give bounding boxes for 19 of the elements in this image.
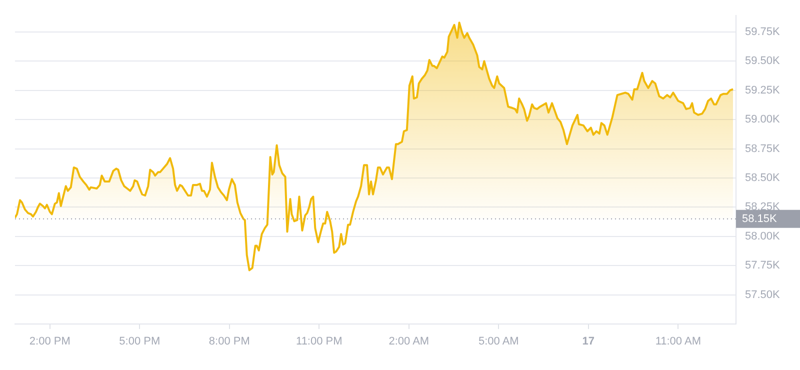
x-tick-label: 5:00 AM: [478, 336, 519, 348]
y-tick-label: 59.50K: [745, 55, 781, 68]
x-tick-label: 2:00 AM: [388, 336, 430, 348]
y-tick-label: 58.75K: [745, 142, 781, 155]
x-tick-label: 2:00 PM: [29, 336, 70, 348]
y-tick-label: 57.75K: [745, 260, 781, 272]
y-tick-label: 57.50K: [745, 288, 781, 301]
y-tick-label: 59.25K: [745, 84, 781, 96]
ref-line-label: 58.15K: [742, 212, 778, 225]
x-tick-label: 11:00 PM: [296, 336, 342, 348]
y-tick-label: 59.75K: [745, 26, 781, 38]
y-tick-label: 59.00K: [745, 114, 781, 126]
y-tick-label: 58.00K: [745, 230, 781, 242]
y-tick-label: 58.50K: [745, 172, 781, 184]
x-tick-label: 5:00 PM: [119, 336, 160, 348]
x-tick-label: 17: [582, 336, 595, 348]
x-tick-label: 11:00 AM: [655, 336, 701, 348]
y-tick-label: 58.25K: [745, 201, 781, 214]
x-tick-label: 8:00 PM: [208, 336, 250, 348]
